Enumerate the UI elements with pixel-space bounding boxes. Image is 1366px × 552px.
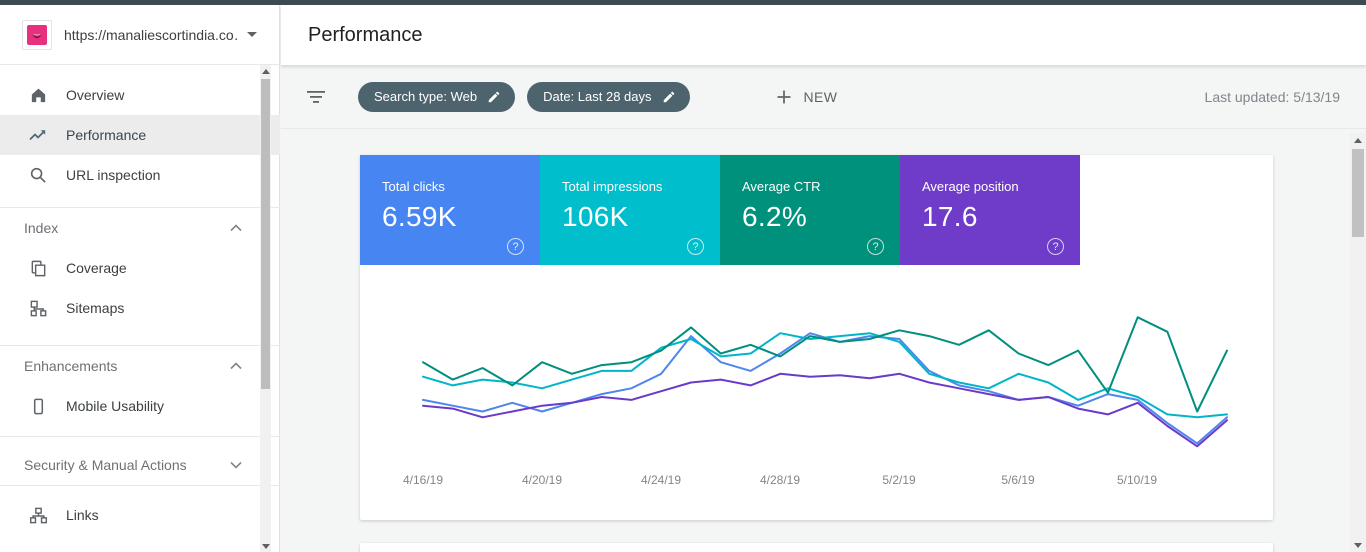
sidebar-divider bbox=[0, 345, 280, 346]
metric-value: 6.59K bbox=[382, 201, 457, 232]
plus-icon bbox=[776, 89, 792, 105]
chevron-down-icon[interactable] bbox=[247, 32, 257, 37]
property-url: https://manaliescortindia.co… bbox=[64, 26, 239, 43]
chevron-down-icon[interactable] bbox=[230, 461, 242, 469]
performance-chart[interactable] bbox=[415, 295, 1235, 465]
metric-card-average-ctr[interactable]: Average CTR 6.2% ? bbox=[720, 155, 900, 265]
sidebar-scrollbar-thumb[interactable] bbox=[261, 79, 270, 389]
page-title: Performance bbox=[308, 23, 423, 46]
chart-line-average-ctr[interactable] bbox=[422, 316, 1228, 413]
sidebar-item-performance[interactable]: Performance bbox=[0, 115, 280, 155]
x-tick-label: 4/24/19 bbox=[640, 473, 682, 487]
chart-line-total-impressions[interactable] bbox=[422, 332, 1228, 419]
sidebar-section-index[interactable]: Index bbox=[0, 208, 280, 248]
section-label: Enhancements bbox=[24, 358, 118, 374]
filter-bar: Search type: Web Date: Last 28 days NEW … bbox=[281, 65, 1366, 129]
property-favicon bbox=[22, 19, 52, 50]
sidebar-item-label: Mobile Usability bbox=[66, 398, 165, 414]
new-filter-button[interactable]: NEW bbox=[776, 89, 838, 105]
chip-label: Date: Last 28 days bbox=[543, 89, 652, 104]
chevron-up-icon[interactable] bbox=[230, 362, 242, 370]
help-icon[interactable]: ? bbox=[1047, 238, 1064, 255]
links-icon bbox=[28, 505, 48, 525]
next-report-panel bbox=[360, 543, 1273, 552]
sidebar: https://manaliescortindia.co… Overview P… bbox=[0, 5, 280, 552]
filter-chip-search-type[interactable]: Search type: Web bbox=[358, 81, 516, 112]
home-icon bbox=[28, 85, 48, 105]
metric-cards: Total clicks 6.59K ? Total impressions 1… bbox=[360, 155, 1080, 265]
coverage-icon bbox=[28, 258, 48, 278]
metric-label: Total impressions bbox=[562, 179, 663, 194]
x-tick-label: 5/2/19 bbox=[882, 473, 916, 487]
edit-pencil-icon[interactable] bbox=[662, 90, 676, 104]
performance-chart-panel: Total clicks 6.59K ? Total impressions 1… bbox=[360, 155, 1273, 520]
x-tick-label: 4/28/19 bbox=[759, 473, 801, 487]
top-accent-bar bbox=[0, 0, 1366, 5]
mobile-icon bbox=[28, 396, 48, 416]
metric-label: Total clicks bbox=[382, 179, 445, 194]
chart-line-average-position[interactable] bbox=[422, 372, 1228, 448]
sidebar-divider bbox=[0, 485, 280, 486]
sitemaps-icon bbox=[28, 298, 48, 318]
new-button-label: NEW bbox=[803, 88, 838, 105]
sidebar-item-label: Coverage bbox=[66, 260, 127, 276]
x-tick-label: 5/6/19 bbox=[1001, 473, 1035, 487]
page-header: Performance bbox=[281, 5, 1366, 65]
sidebar-item-links[interactable]: Links bbox=[0, 495, 280, 535]
search-icon bbox=[28, 165, 48, 185]
sidebar-item-label: Performance bbox=[66, 127, 147, 143]
last-updated-text: Last updated: 5/13/19 bbox=[1204, 88, 1340, 105]
sidebar-item-overview[interactable]: Overview bbox=[0, 75, 280, 115]
sidebar-item-mobile-usability[interactable]: Mobile Usability bbox=[0, 386, 280, 426]
sidebar-item-label: URL inspection bbox=[66, 167, 161, 183]
edit-pencil-icon[interactable] bbox=[487, 90, 501, 104]
scroll-content: Total clicks 6.59K ? Total impressions 1… bbox=[281, 129, 1366, 552]
chevron-up-icon[interactable] bbox=[230, 224, 242, 232]
sidebar-divider bbox=[0, 207, 280, 208]
property-selector[interactable]: https://manaliescortindia.co… bbox=[0, 5, 279, 65]
main-area: Performance Search type: Web Date: Last … bbox=[281, 5, 1366, 552]
sidebar-item-url-inspection[interactable]: URL inspection bbox=[0, 155, 280, 195]
sidebar-section-enhancements[interactable]: Enhancements bbox=[0, 346, 280, 386]
sidebar-scrollbar[interactable] bbox=[260, 65, 271, 552]
x-tick-label: 4/20/19 bbox=[521, 473, 563, 487]
metric-value: 106K bbox=[562, 201, 629, 232]
sidebar-divider bbox=[0, 436, 280, 437]
sidebar-item-label: Links bbox=[66, 507, 99, 523]
scroll-down-arrow-icon[interactable] bbox=[1350, 538, 1366, 552]
metric-label: Average position bbox=[922, 179, 1019, 194]
sidebar-nav: Overview Performance URL inspection Inde… bbox=[0, 65, 280, 552]
x-tick-label: 5/10/19 bbox=[1116, 473, 1158, 487]
section-label: Security & Manual Actions bbox=[24, 457, 187, 473]
help-icon[interactable]: ? bbox=[687, 238, 704, 255]
sidebar-item-sitemaps[interactable]: Sitemaps bbox=[0, 288, 280, 328]
performance-icon bbox=[28, 125, 48, 145]
metric-card-total-impressions[interactable]: Total impressions 106K ? bbox=[540, 155, 720, 265]
chip-label: Search type: Web bbox=[374, 89, 478, 104]
sidebar-item-label: Overview bbox=[66, 87, 125, 103]
main-scrollbar-thumb[interactable] bbox=[1352, 149, 1364, 237]
scroll-up-arrow-icon[interactable] bbox=[260, 65, 271, 77]
filter-icon[interactable] bbox=[307, 90, 325, 103]
filter-chip-date[interactable]: Date: Last 28 days bbox=[527, 81, 690, 112]
site-favicon-icon bbox=[27, 24, 47, 45]
metric-value: 17.6 bbox=[922, 201, 978, 232]
metric-value: 6.2% bbox=[742, 201, 808, 232]
sidebar-item-label: Sitemaps bbox=[66, 300, 125, 316]
main-scrollbar[interactable] bbox=[1350, 133, 1366, 552]
metric-label: Average CTR bbox=[742, 179, 821, 194]
metric-card-total-clicks[interactable]: Total clicks 6.59K ? bbox=[360, 155, 540, 265]
scroll-up-arrow-icon[interactable] bbox=[1350, 133, 1366, 147]
scroll-down-arrow-icon[interactable] bbox=[260, 540, 271, 552]
x-tick-label: 4/16/19 bbox=[402, 473, 444, 487]
help-icon[interactable]: ? bbox=[867, 238, 884, 255]
sidebar-item-coverage[interactable]: Coverage bbox=[0, 248, 280, 288]
section-label: Index bbox=[24, 220, 59, 236]
metric-card-average-position[interactable]: Average position 17.6 ? bbox=[900, 155, 1080, 265]
sidebar-section-security[interactable]: Security & Manual Actions bbox=[0, 445, 280, 485]
help-icon[interactable]: ? bbox=[507, 238, 524, 255]
